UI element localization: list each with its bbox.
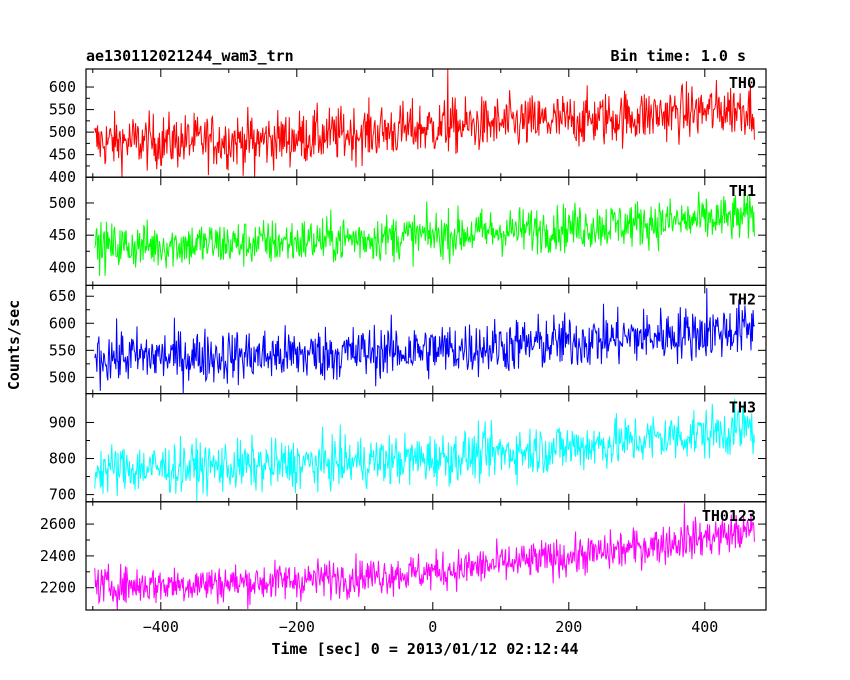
- series-line-th0: [94, 69, 755, 178]
- x-axis: −400 −200 0 200 400: [143, 618, 719, 636]
- panel-th3: 700 800 900 TH3: [49, 393, 767, 504]
- series-label-th3: TH3: [729, 399, 756, 417]
- y-tick-label: 700: [49, 486, 76, 504]
- x-tick-label: 200: [555, 618, 582, 636]
- panel-th1: 400 450 500 TH1: [49, 176, 767, 286]
- y-tick-label: 500: [49, 123, 76, 141]
- series-line-th3: [94, 398, 755, 502]
- y-tick-label: 650: [49, 287, 76, 305]
- y-tick-label: 450: [49, 146, 76, 164]
- series-label-th1: TH1: [729, 182, 756, 200]
- series-label-th2: TH2: [729, 290, 756, 308]
- y-tick-label: 900: [49, 413, 76, 431]
- y-tick-label: 2200: [40, 579, 76, 597]
- chart-title: ae130112021244_wam3_trn: [86, 47, 294, 65]
- series-label-th0123: TH0123: [702, 507, 756, 525]
- y-axis-title: Counts/sec: [5, 300, 23, 390]
- x-tick-label: −400: [143, 618, 179, 636]
- series-label-th0: TH0: [729, 74, 756, 92]
- y-tick-label: 450: [49, 226, 76, 244]
- series-line-th0123: [94, 503, 755, 610]
- chart-subtitle: Bin time: 1.0 s: [611, 47, 746, 65]
- y-tick-label: 550: [49, 341, 76, 359]
- panels: 400 450 500 550 600 TH0 400 450 500 TH1 500 550 600 6…: [40, 68, 767, 611]
- y-tick-label: 2600: [40, 515, 76, 533]
- x-axis-title: Time [sec] 0 = 2013/01/12 02:12:44: [271, 640, 578, 658]
- x-tick-label: −200: [279, 618, 315, 636]
- y-tick-label: 500: [49, 368, 76, 386]
- y-tick-label: 550: [49, 101, 76, 119]
- series-line-th2: [94, 288, 755, 394]
- panel-th2: 500 550 600 650 TH2: [49, 284, 767, 395]
- panel-frame: [85, 501, 767, 611]
- x-tick-label: 0: [428, 618, 437, 636]
- panel-th0123: 2200 2400 2600 TH0123: [40, 501, 767, 611]
- y-tick-label: 600: [49, 314, 76, 332]
- panel-th0: 400 450 500 550 600 TH0: [49, 68, 767, 186]
- series-line-th1: [94, 191, 755, 276]
- y-tick-label: 800: [49, 450, 76, 468]
- y-tick-label: 2400: [40, 547, 76, 565]
- x-tick-label: 400: [691, 618, 718, 636]
- y-tick-label: 400: [49, 258, 76, 276]
- y-tick-label: 400: [49, 168, 76, 186]
- y-tick-label: 600: [49, 78, 76, 96]
- y-tick-label: 500: [49, 194, 76, 212]
